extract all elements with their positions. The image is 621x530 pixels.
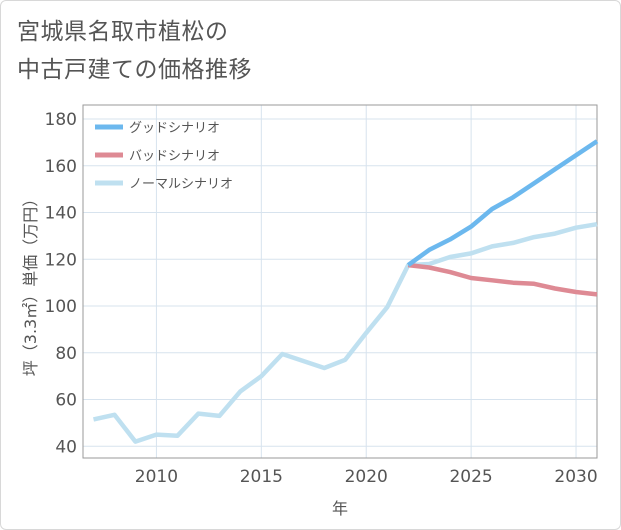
axis-ticks: 40 60 80 100 120 140 160 180 2010 2015 2020 2025 203… xyxy=(45,110,598,487)
y-tick-label: 180 xyxy=(45,110,77,130)
series-lines xyxy=(93,139,599,444)
legend-label: ノーマルシナリオ xyxy=(129,177,233,192)
x-tick-label: 2025 xyxy=(449,467,492,487)
title-line-1: 宮城県名取市植松の xyxy=(17,19,229,45)
chart-title: 宮城県名取市植松の 中古戸建ての価格推移 xyxy=(17,13,377,89)
legend-item-1[interactable]: バッドシナリオ xyxy=(95,149,220,164)
x-tick-label: 2020 xyxy=(345,467,388,487)
legend-item-2[interactable]: ノーマルシナリオ xyxy=(95,177,233,192)
legend-label: グッドシナリオ xyxy=(129,121,220,136)
x-tick-label: 2010 xyxy=(135,467,178,487)
legend-label: バッドシナリオ xyxy=(129,149,220,164)
series-line-2 xyxy=(93,221,598,444)
y-tick-label: 100 xyxy=(45,297,77,317)
plot-border xyxy=(82,104,598,459)
grid-lines xyxy=(83,105,597,458)
title-line-2: 中古戸建ての価格推移 xyxy=(17,57,252,83)
y-tick-label: 80 xyxy=(55,344,77,364)
legend-item-0[interactable]: グッドシナリオ xyxy=(95,121,220,136)
x-tick-label: 2015 xyxy=(240,467,283,487)
y-tick-label: 140 xyxy=(45,204,77,224)
series-line-0 xyxy=(406,139,599,267)
x-axis-label: 年 xyxy=(332,499,348,518)
y-axis-label: 坪（3.3㎡）単価（万円） xyxy=(21,191,40,376)
series-line-1 xyxy=(407,262,598,297)
y-tick-label: 120 xyxy=(45,250,77,270)
y-tick-label: 160 xyxy=(45,157,77,177)
x-tick-label: 2030 xyxy=(554,467,597,487)
y-tick-label: 60 xyxy=(55,391,77,411)
y-tick-label: 40 xyxy=(55,437,77,457)
